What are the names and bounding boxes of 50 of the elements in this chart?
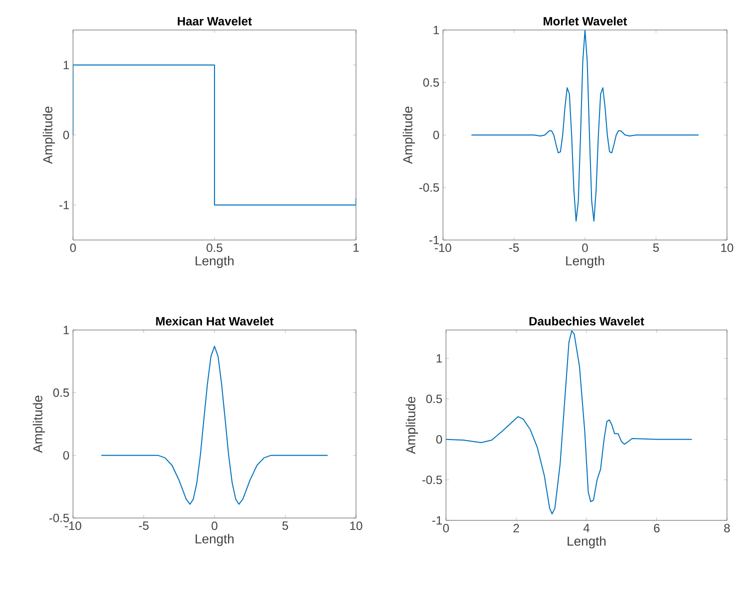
x-tick-label: 0 [443,524,449,532]
y-axis-title: Amplitude [42,106,55,164]
chart-title: Daubechies Wavelet [530,316,644,326]
x-tick-label: 10 [350,522,362,530]
y-tick-label: 1 [436,354,442,362]
line-series [470,30,700,222]
x-axis-title: Length [568,536,606,548]
x-tick-label: 8 [724,524,730,532]
y-tick-label: 0.5 [423,78,439,87]
x-tick-label: 2 [514,524,519,532]
y-tick-label: -0.5 [419,183,439,192]
chart-title: Mexican Hat Wavelet [156,316,274,326]
x-tick-label: 5 [282,522,288,530]
x-tick-label: -5 [138,522,149,530]
y-tick-label: 0.5 [53,388,69,397]
x-tick-label: -10 [64,522,82,530]
y-tick-label: -1 [59,200,69,210]
chart-title: Haar Wavelet [178,16,252,26]
line-series [446,330,692,514]
x-tick-label: 1 [354,244,359,252]
y-tick-label: 0 [436,435,442,444]
x-tick-label: 10 [721,244,734,252]
y-tick-label: 1 [64,60,69,70]
x-axis-title: Length [196,534,234,546]
y-tick-label: 0 [63,130,70,140]
x-tick-label: -10 [434,244,452,252]
y-tick-label: 1 [434,26,439,34]
y-tick-label: -1 [429,236,439,244]
x-axis-title: Length [196,256,234,268]
y-axis-title: Amplitude [32,396,45,453]
y-axis-title: Amplitude [402,106,415,164]
x-tick-label: 0 [70,244,76,252]
y-axis-title: Amplitude [406,396,418,454]
y-tick-label: 0 [63,451,70,460]
x-tick-label: 4 [583,524,590,532]
y-tick-label: 0.5 [426,394,442,404]
x-tick-label: 6 [654,524,660,532]
y-tick-label: 0 [433,130,440,140]
x-tick-label: 0.5 [206,244,222,252]
y-tick-label: -0.5 [422,476,442,484]
y-tick-label: 1 [64,326,69,334]
line-series [73,64,356,206]
x-tick-label: 0 [212,522,218,530]
x-tick-label: -5 [509,244,519,252]
chart-title: Morlet Wavelet [544,16,627,26]
x-tick-label: 5 [653,244,659,252]
y-tick-label: -0.5 [49,514,69,522]
x-axis-title: Length [566,256,604,268]
x-tick-label: 0 [582,244,588,252]
y-tick-label: -1 [432,516,442,524]
